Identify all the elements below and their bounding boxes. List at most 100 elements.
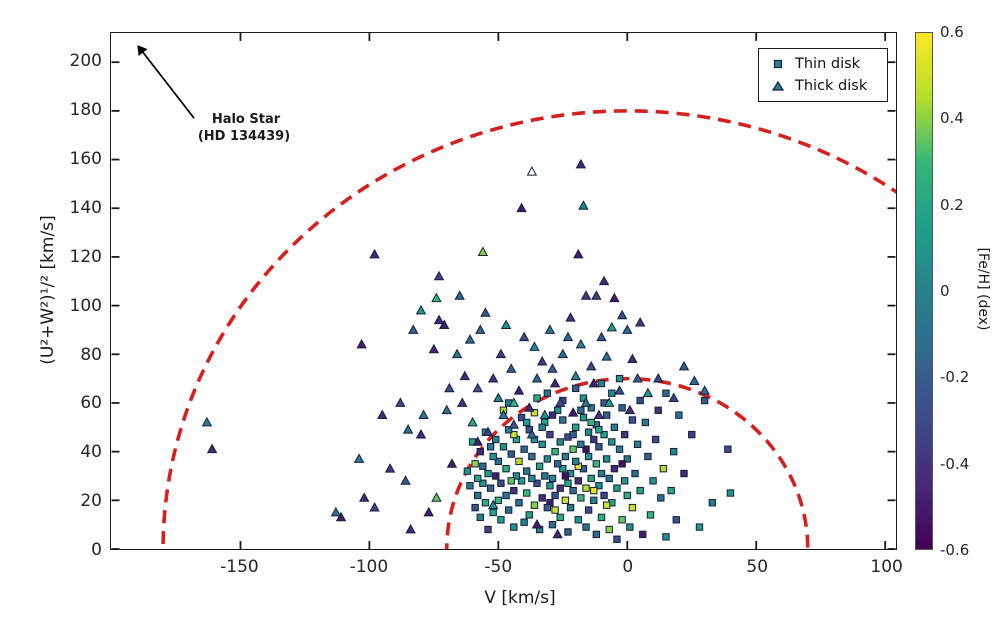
data-point-thick-disk bbox=[531, 373, 543, 383]
data-point-thin-disk bbox=[584, 452, 593, 461]
data-point-thick-disk bbox=[444, 382, 455, 393]
data-point-thin-disk bbox=[533, 479, 541, 487]
data-point-thin-disk bbox=[497, 479, 505, 487]
data-point-thin-disk bbox=[618, 516, 626, 524]
x-tick-label: -150 bbox=[220, 557, 259, 577]
data-point-thick-disk bbox=[578, 200, 589, 210]
data-point-thick-disk bbox=[433, 270, 445, 281]
data-point-thin-disk bbox=[582, 445, 590, 453]
data-point-thin-disk bbox=[587, 404, 595, 412]
data-point-thin-disk bbox=[484, 469, 492, 478]
data-point-thick-disk bbox=[588, 377, 599, 388]
colorbar-tick-label: -0.4 bbox=[940, 454, 970, 473]
data-point-thin-disk bbox=[474, 491, 482, 500]
data-point-thin-disk bbox=[523, 418, 531, 427]
data-point-thick-disk bbox=[552, 528, 563, 539]
data-point-thin-disk bbox=[486, 443, 495, 451]
data-point-thin-disk bbox=[492, 435, 500, 444]
data-point-thick-disk bbox=[330, 506, 342, 517]
data-point-thin-disk bbox=[523, 489, 531, 497]
data-point-thick-disk bbox=[487, 499, 499, 510]
data-point-thin-disk bbox=[662, 533, 670, 541]
data-point-thin-disk bbox=[657, 494, 665, 502]
data-point-thick-disk bbox=[441, 404, 452, 415]
data-point-thin-disk bbox=[602, 455, 611, 463]
data-point-thick-disk bbox=[369, 502, 380, 512]
data-point-thick-disk bbox=[477, 246, 489, 256]
data-point-thick-disk bbox=[539, 409, 550, 420]
data-point-thin-disk bbox=[479, 479, 487, 487]
halo-star-arrow bbox=[140, 49, 195, 119]
x-tick-label: -100 bbox=[349, 557, 389, 577]
data-point-thick-disk bbox=[415, 304, 427, 315]
data-point-thin-disk bbox=[672, 516, 680, 524]
data-point-thin-disk bbox=[595, 426, 603, 434]
data-point-thin-disk bbox=[510, 486, 518, 495]
data-point-thin-disk bbox=[654, 406, 662, 414]
data-point-thin-disk bbox=[525, 511, 533, 519]
data-point-thin-disk bbox=[597, 469, 606, 478]
data-point-thin-disk bbox=[577, 494, 585, 502]
data-point-thin-disk bbox=[569, 430, 577, 439]
data-point-thin-disk bbox=[543, 455, 552, 463]
data-point-thick-disk bbox=[642, 387, 654, 398]
data-point-thick-disk bbox=[609, 292, 620, 303]
legend-label: Thick disk bbox=[795, 78, 868, 94]
data-point-thin-disk bbox=[494, 496, 503, 505]
data-point-thick-disk bbox=[508, 419, 520, 429]
colorbar bbox=[915, 32, 933, 550]
data-point-thick-disk bbox=[632, 373, 643, 383]
data-point-thick-disk bbox=[593, 409, 605, 420]
data-point-thick-disk bbox=[627, 353, 638, 364]
data-point-thin-disk bbox=[564, 528, 572, 536]
y-tick-label: 20 bbox=[80, 491, 102, 512]
data-point-thin-disk bbox=[592, 530, 601, 539]
y-tick-label: 180 bbox=[69, 100, 102, 121]
data-point-thin-disk bbox=[595, 482, 603, 490]
data-point-thin-disk bbox=[636, 486, 644, 495]
x-tick-label: 0 bbox=[622, 557, 634, 577]
data-point-thick-disk bbox=[201, 416, 213, 427]
data-point-thin-disk bbox=[551, 491, 559, 500]
thin-disk-square-icon bbox=[771, 59, 785, 69]
y-tick-label: 100 bbox=[69, 295, 102, 316]
data-point-thin-disk bbox=[553, 406, 562, 414]
data-point-thin-disk bbox=[623, 491, 631, 500]
colorbar-tick-label: -0.2 bbox=[940, 368, 970, 387]
data-point-thin-disk bbox=[708, 499, 717, 507]
data-point-thin-disk bbox=[659, 464, 668, 473]
data-point-thin-disk bbox=[556, 513, 564, 522]
data-point-thin-disk bbox=[592, 460, 601, 468]
data-point-thin-disk bbox=[633, 440, 642, 449]
data-point-thick-disk bbox=[423, 506, 434, 517]
data-point-thin-disk bbox=[525, 426, 533, 434]
data-point-thin-disk bbox=[561, 496, 570, 505]
data-point-thin-disk bbox=[613, 535, 621, 543]
data-point-thick-disk bbox=[616, 309, 628, 320]
data-point-thick-disk bbox=[526, 166, 538, 176]
data-point-thick-disk bbox=[601, 351, 612, 361]
data-point-thick-disk bbox=[353, 453, 365, 463]
data-point-thin-disk bbox=[492, 472, 500, 480]
data-point-thick-disk bbox=[516, 202, 527, 213]
data-point-thin-disk bbox=[486, 484, 495, 492]
data-point-thin-disk bbox=[512, 472, 521, 480]
data-point-thin-disk bbox=[651, 435, 660, 444]
data-point-thin-disk bbox=[515, 457, 523, 466]
data-point-thin-disk bbox=[564, 479, 572, 487]
data-point-thick-disk bbox=[606, 321, 618, 332]
data-point-thick-disk bbox=[544, 324, 556, 334]
data-point-thick-disk bbox=[405, 523, 416, 534]
data-point-thick-disk bbox=[562, 331, 574, 342]
data-point-thin-disk bbox=[667, 486, 675, 495]
data-point-thick-disk bbox=[570, 370, 581, 381]
total-velocity-circle bbox=[161, 109, 896, 549]
data-point-thin-disk bbox=[613, 484, 621, 492]
data-point-thick-disk bbox=[653, 373, 664, 383]
data-point-thin-disk bbox=[608, 389, 616, 397]
data-point-thick-disk bbox=[431, 492, 442, 502]
data-point-thick-disk bbox=[689, 375, 700, 385]
data-point-thick-disk bbox=[508, 397, 520, 407]
data-point-thin-disk bbox=[621, 430, 629, 439]
data-point-thin-disk bbox=[538, 494, 546, 502]
